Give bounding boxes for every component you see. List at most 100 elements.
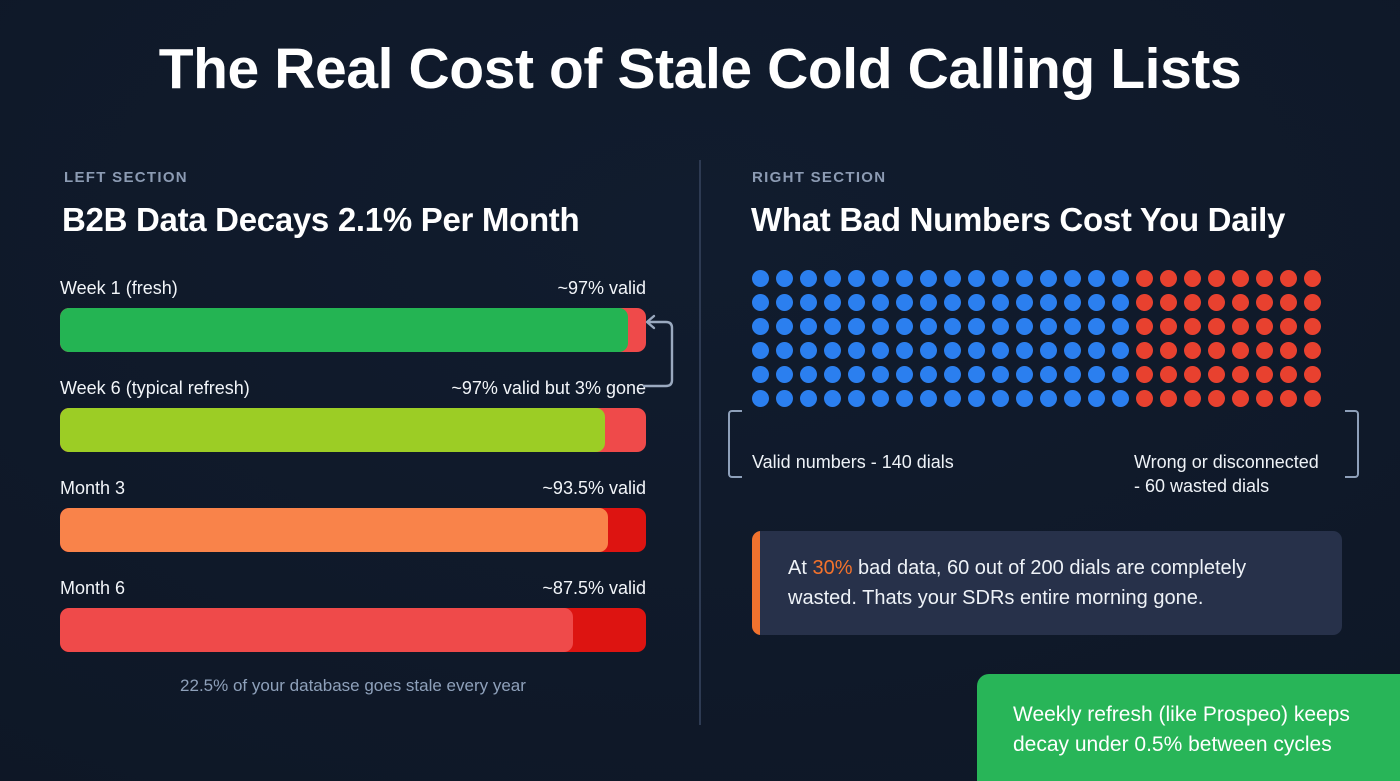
dot-valid xyxy=(1112,318,1129,335)
dot-valid xyxy=(824,270,841,287)
dot-valid xyxy=(896,390,913,407)
dot-valid xyxy=(920,294,937,311)
dot-valid xyxy=(944,270,961,287)
dot-valid xyxy=(1112,294,1129,311)
dot-bad xyxy=(1136,270,1153,287)
dot-bad xyxy=(1160,342,1177,359)
decay-bar-value: ~93.5% valid xyxy=(542,478,646,498)
dot-bad xyxy=(1208,342,1225,359)
dot-valid xyxy=(848,390,865,407)
dot-bad xyxy=(1304,318,1321,335)
dot-valid xyxy=(1088,390,1105,407)
decay-bar-track xyxy=(60,408,646,452)
dot-bad xyxy=(1256,318,1273,335)
callout-text: At 30% bad data, 60 out of 200 dials are… xyxy=(760,553,1342,614)
dot-valid xyxy=(800,342,817,359)
callout-prefix: At xyxy=(788,556,813,579)
decay-bar-label: Month 3 xyxy=(60,478,126,498)
dot-valid xyxy=(800,270,817,287)
dot-bad xyxy=(1208,390,1225,407)
legend-wrong-disconnected: Wrong or disconnected - 60 wasted dials xyxy=(1134,450,1319,499)
dot-valid xyxy=(752,294,769,311)
dot-bad xyxy=(1208,318,1225,335)
dot-valid xyxy=(1040,342,1057,359)
dot-bad xyxy=(1232,294,1249,311)
dot-bad xyxy=(1184,366,1201,383)
dot-bad xyxy=(1232,390,1249,407)
decay-bar-row: Week 1 (fresh) ~97% valid xyxy=(60,278,646,352)
dot-valid xyxy=(776,390,793,407)
dot-valid xyxy=(1016,366,1033,383)
dot-valid xyxy=(1064,366,1081,383)
dot-valid xyxy=(896,366,913,383)
dot-valid xyxy=(920,390,937,407)
dot-bad xyxy=(1160,318,1177,335)
dot-bad xyxy=(1232,270,1249,287)
dot-bad xyxy=(1160,366,1177,383)
dot-valid xyxy=(1016,294,1033,311)
dot-valid xyxy=(848,318,865,335)
dot-valid xyxy=(968,342,985,359)
dot-valid xyxy=(944,318,961,335)
dot-bad xyxy=(1232,366,1249,383)
dot-bad xyxy=(1256,342,1273,359)
bracket-left xyxy=(728,410,742,478)
dot-valid xyxy=(776,270,793,287)
dot-valid xyxy=(1016,270,1033,287)
dot-bad xyxy=(1160,390,1177,407)
dot-valid xyxy=(944,342,961,359)
dot-valid xyxy=(968,366,985,383)
decay-bar-track xyxy=(60,608,646,652)
dot-valid xyxy=(1112,366,1129,383)
decay-bar-header: Week 6 (typical refresh) ~97% valid but 3… xyxy=(60,378,646,399)
dot-valid xyxy=(944,294,961,311)
dot-valid xyxy=(992,270,1009,287)
dot-valid xyxy=(1064,342,1081,359)
dot-valid xyxy=(1088,366,1105,383)
dot-valid xyxy=(968,318,985,335)
dot-bad xyxy=(1280,342,1297,359)
dot-bad xyxy=(1304,390,1321,407)
dot-valid xyxy=(752,390,769,407)
decay-bar-fill xyxy=(60,608,573,652)
dot-valid xyxy=(992,294,1009,311)
dot-valid xyxy=(992,366,1009,383)
dot-valid xyxy=(1112,342,1129,359)
dot-valid xyxy=(896,318,913,335)
decay-bar-label: Month 6 xyxy=(60,578,126,598)
left-section-eyebrow: LEFT SECTION xyxy=(64,169,188,186)
dot-bad xyxy=(1256,294,1273,311)
decay-bar-header: Month 3 ~93.5% valid xyxy=(60,478,646,499)
dot-bad xyxy=(1184,342,1201,359)
dot-bad xyxy=(1304,294,1321,311)
dot-valid xyxy=(800,294,817,311)
dot-valid xyxy=(1088,294,1105,311)
dot-bad xyxy=(1160,270,1177,287)
dot-bad xyxy=(1136,318,1153,335)
dot-valid xyxy=(992,390,1009,407)
weekly-refresh-banner: Weekly refresh (like Prospeo) keeps deca… xyxy=(977,674,1400,781)
decay-bar-header: Week 1 (fresh) ~97% valid xyxy=(60,278,646,299)
dot-bad xyxy=(1136,366,1153,383)
dot-valid xyxy=(800,366,817,383)
dot-valid xyxy=(1064,390,1081,407)
dot-valid xyxy=(848,342,865,359)
dot-bad xyxy=(1280,318,1297,335)
dot-bad xyxy=(1280,366,1297,383)
left-section-title: B2B Data Decays 2.1% Per Month xyxy=(62,201,580,238)
dot-valid xyxy=(872,270,889,287)
bad-data-callout: At 30% bad data, 60 out of 200 dials are… xyxy=(752,531,1342,635)
dot-valid xyxy=(1040,294,1057,311)
dot-valid xyxy=(776,318,793,335)
dot-valid xyxy=(968,390,985,407)
dot-valid xyxy=(824,294,841,311)
dot-valid xyxy=(872,318,889,335)
dot-valid xyxy=(1112,270,1129,287)
decay-bar-fill xyxy=(60,308,629,352)
dot-bad xyxy=(1208,270,1225,287)
decay-bar-value: ~97% valid but 3% gone xyxy=(451,378,646,398)
dot-valid xyxy=(1016,390,1033,407)
dot-valid xyxy=(776,366,793,383)
legend-valid-numbers: Valid numbers - 140 dials xyxy=(752,452,954,472)
